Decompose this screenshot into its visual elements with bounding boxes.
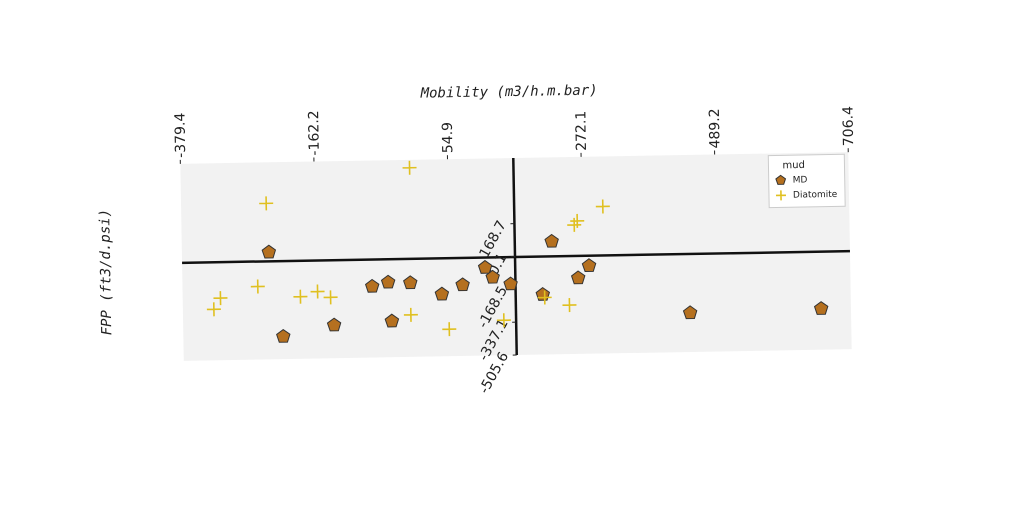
x-tick-label: 489.2 — [707, 108, 724, 148]
legend-label: MD — [793, 175, 808, 185]
x-tick-label: -379.4 — [172, 112, 189, 157]
legend: mud MD Diatomite — [768, 154, 845, 207]
x-tick-label: 706.4 — [840, 106, 857, 146]
legend-title: mud — [782, 160, 805, 171]
plot-group: Mobility (m3/h.m.bar) FPP (ft3/d.psi) -3… — [95, 78, 861, 403]
legend-label: Diatomite — [793, 190, 838, 201]
x-axis-label: Mobility (m3/h.m.bar) — [420, 83, 598, 102]
x-tick-label: -162.2 — [306, 110, 323, 155]
x-tick-label: 272.1 — [573, 111, 590, 151]
y-axis-label: FPP (ft3/d.psi) — [97, 209, 115, 336]
x-tick-label: 54.9 — [440, 122, 457, 153]
